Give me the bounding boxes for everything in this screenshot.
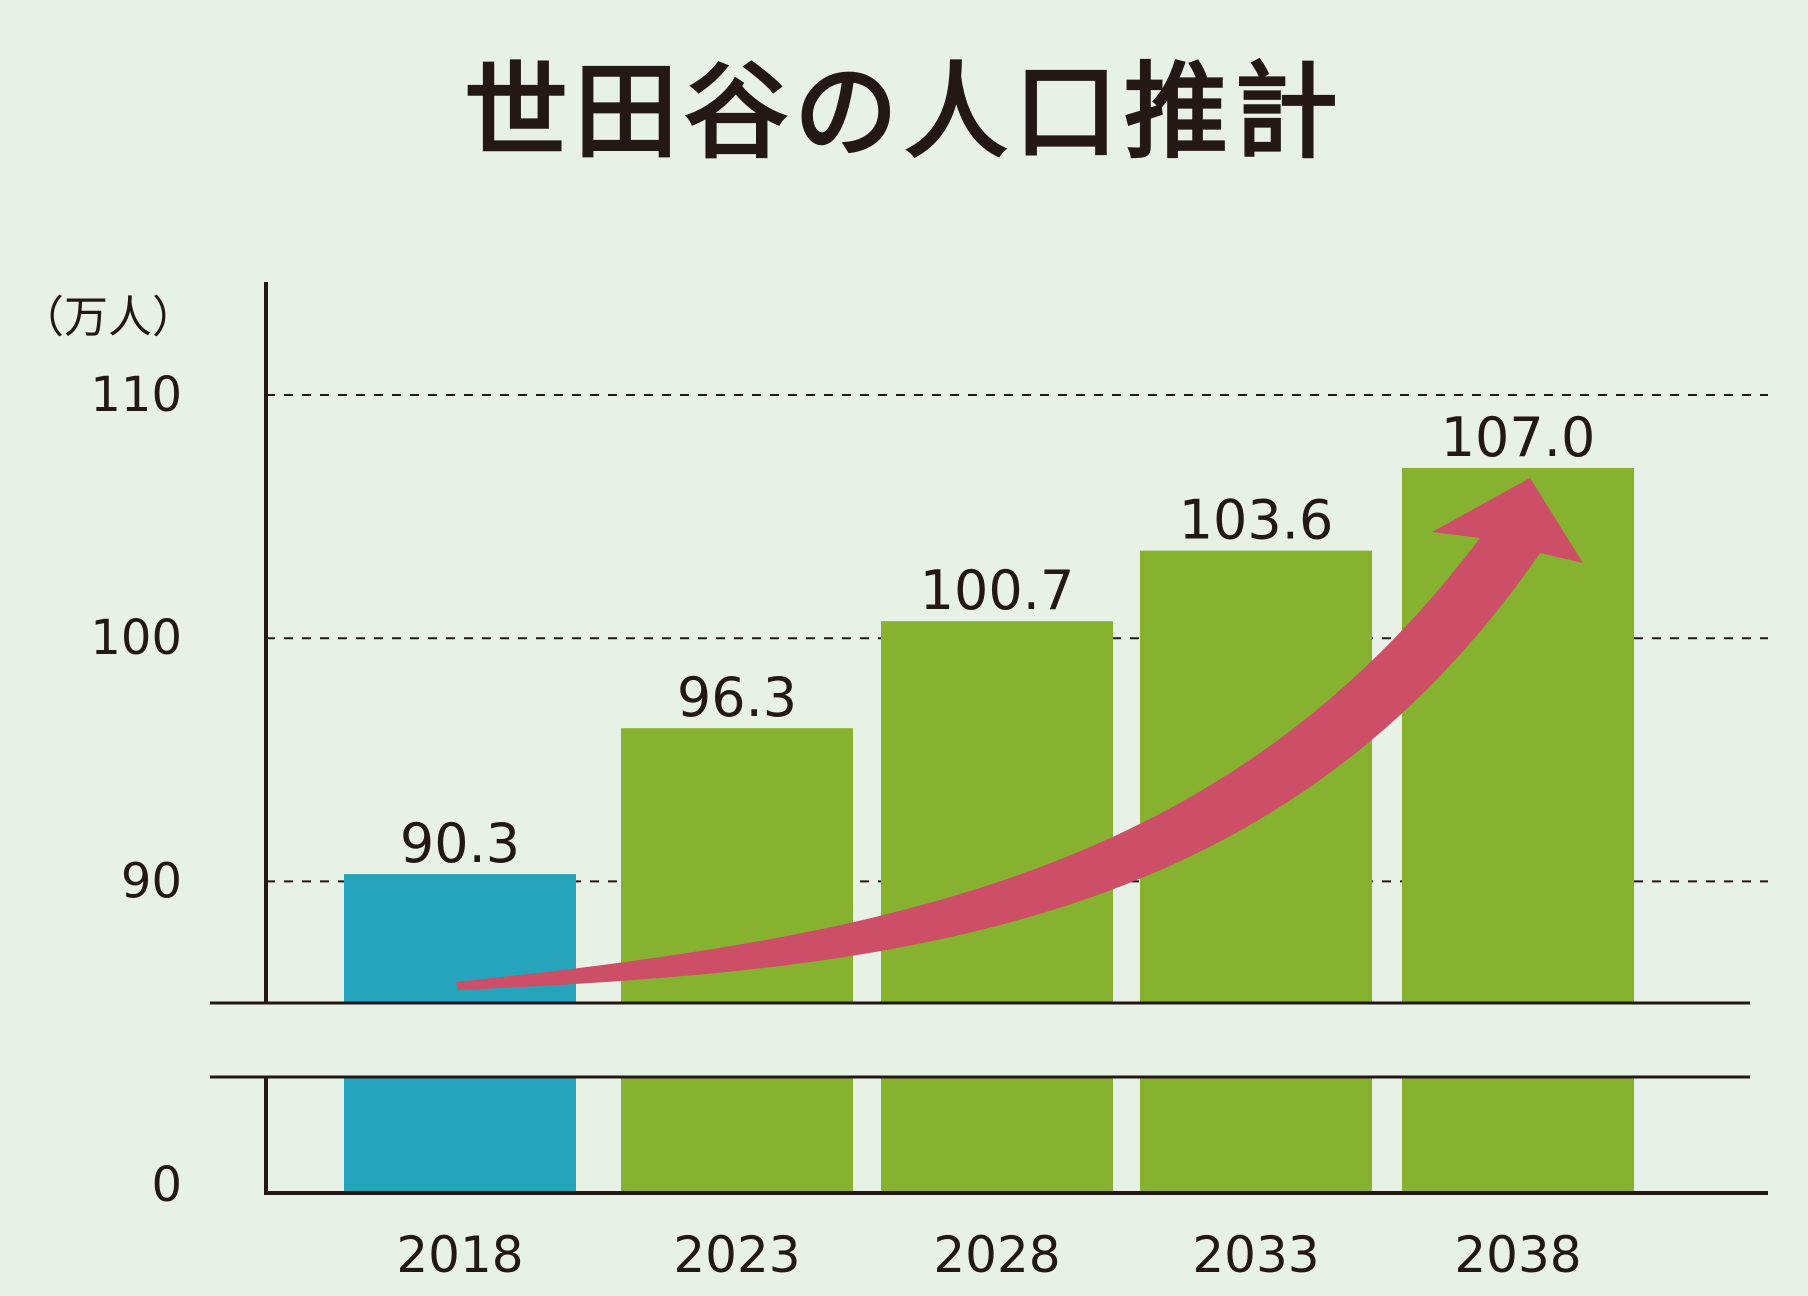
x-tick-label-2033: 2033 (1192, 1226, 1319, 1284)
x-tick-label-2028: 2028 (933, 1226, 1060, 1284)
value-label-2018: 90.3 (400, 812, 520, 875)
chart-title: 世田谷の人口推計 (464, 51, 1344, 173)
value-label-2033: 103.6 (1179, 489, 1334, 552)
value-label-2028: 100.7 (920, 559, 1075, 622)
value-label-2023: 96.3 (677, 666, 797, 729)
axes (264, 282, 1768, 1195)
bar-lower-2033 (1140, 1077, 1372, 1193)
bar-lower-2023 (621, 1077, 853, 1193)
y-tick-label-110: 110 (90, 367, 182, 423)
bar-2028 (881, 621, 1113, 1003)
axis-break-band (210, 1004, 1750, 1076)
axis-break (210, 1001, 1750, 1079)
y-tick-label-90: 90 (121, 853, 182, 909)
y-tick-label-0: 0 (151, 1157, 182, 1213)
value-label-2038: 107.0 (1441, 406, 1596, 469)
bar-lower-2018 (344, 1077, 576, 1193)
trend-arrow (456, 478, 1583, 990)
labels: 0 90 100 110 90.3 2018 96.3 2023 100.7 2028 103.6 2… (90, 367, 1595, 1284)
x-tick-label-2023: 2023 (673, 1226, 800, 1284)
y-unit-label: （万人） (20, 292, 196, 343)
bar-lower-2038 (1402, 1077, 1634, 1193)
trend-arrow-group (456, 478, 1583, 990)
x-tick-label-2038: 2038 (1454, 1226, 1581, 1284)
x-tick-label-2018: 2018 (396, 1226, 523, 1284)
y-tick-label-100: 100 (90, 610, 182, 666)
bar-lower-2028 (881, 1077, 1113, 1193)
